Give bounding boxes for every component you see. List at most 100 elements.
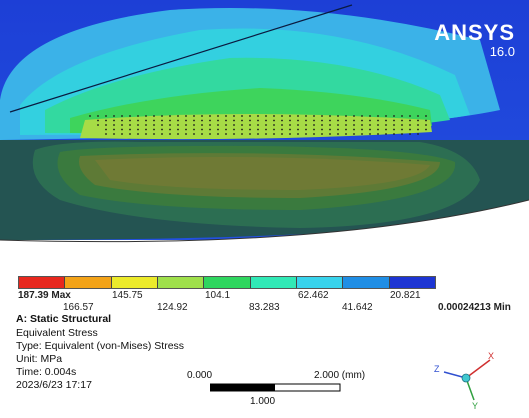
contact-dot bbox=[345, 119, 347, 122]
contact-dot bbox=[321, 119, 323, 122]
contact-dot bbox=[353, 115, 355, 117]
contact-dot bbox=[361, 115, 363, 117]
contact-dot bbox=[129, 119, 131, 122]
contact-dot bbox=[225, 115, 227, 117]
contact-dot bbox=[417, 119, 419, 122]
contact-dot bbox=[241, 115, 243, 117]
contact-dot bbox=[121, 128, 123, 131]
contact-dot bbox=[417, 124, 419, 126]
contact-dot bbox=[409, 133, 411, 135]
contact-dot bbox=[201, 119, 203, 122]
scale-mid-label: 1.000 bbox=[250, 396, 276, 407]
contact-dot bbox=[153, 128, 155, 131]
contact-dot bbox=[217, 133, 219, 135]
contact-dot bbox=[241, 124, 243, 126]
contact-dot bbox=[281, 115, 283, 117]
triad-y-label: Y bbox=[472, 401, 478, 410]
contact-dot bbox=[265, 133, 267, 135]
contact-dot bbox=[161, 115, 163, 117]
contact-dot bbox=[273, 133, 275, 135]
contact-dot bbox=[137, 119, 139, 122]
contact-dot bbox=[393, 133, 395, 135]
contact-dot bbox=[337, 119, 339, 122]
contact-dot bbox=[145, 128, 147, 131]
contact-dot bbox=[169, 115, 171, 117]
contact-dot bbox=[297, 115, 299, 117]
contact-dot bbox=[145, 133, 147, 135]
contact-dot bbox=[193, 128, 195, 131]
contact-dot bbox=[425, 128, 427, 131]
contact-dot bbox=[129, 115, 131, 117]
contact-dot bbox=[329, 133, 331, 135]
contact-dot bbox=[209, 133, 211, 135]
contact-dot bbox=[209, 128, 211, 131]
contact-dot bbox=[169, 119, 171, 122]
legend-lower-4: 41.642 bbox=[342, 302, 373, 313]
contact-dot bbox=[377, 124, 379, 126]
contact-dot bbox=[177, 119, 179, 122]
legend-upper-1: 145.75 bbox=[112, 290, 143, 301]
contact-dot bbox=[361, 119, 363, 122]
contact-dot bbox=[385, 133, 387, 135]
contact-dot bbox=[193, 119, 195, 122]
contact-dot bbox=[105, 115, 107, 117]
legend-upper-2: 104.1 bbox=[205, 290, 231, 301]
contact-dot bbox=[273, 115, 275, 117]
contact-dot bbox=[121, 133, 123, 135]
scale-left-label: 0.000 bbox=[187, 370, 213, 381]
legend-swatch-3 bbox=[111, 277, 158, 288]
contact-dot bbox=[209, 115, 211, 117]
contact-dot bbox=[369, 133, 371, 135]
contact-dot bbox=[305, 119, 307, 122]
contact-dot bbox=[337, 115, 339, 117]
contact-dot bbox=[153, 133, 155, 135]
scale-right-label: 2.000 (mm) bbox=[314, 370, 366, 381]
contact-dot bbox=[113, 124, 115, 126]
contact-dot bbox=[281, 124, 283, 126]
contact-dot bbox=[353, 119, 355, 122]
contact-dot bbox=[257, 115, 259, 117]
contact-dot bbox=[153, 124, 155, 126]
contact-dot bbox=[161, 128, 163, 131]
contact-dot bbox=[201, 124, 203, 126]
contact-dot bbox=[97, 119, 99, 122]
contact-dot bbox=[225, 128, 227, 131]
contact-dot bbox=[185, 128, 187, 131]
contact-dot bbox=[265, 115, 267, 117]
contact-dot bbox=[113, 119, 115, 122]
contact-dot bbox=[361, 133, 363, 135]
contact-dot bbox=[177, 128, 179, 131]
contact-dot bbox=[297, 133, 299, 135]
legend-color-bar bbox=[18, 276, 436, 289]
contact-dot bbox=[233, 133, 235, 135]
contact-dot bbox=[201, 115, 203, 117]
contact-dot bbox=[329, 128, 331, 131]
contact-dot bbox=[129, 128, 131, 131]
contact-dot bbox=[305, 128, 307, 131]
brand-name: ANSYS bbox=[434, 20, 515, 45]
contact-dot bbox=[377, 115, 379, 117]
contact-dot bbox=[105, 128, 107, 131]
contact-dot bbox=[353, 124, 355, 126]
contact-dot bbox=[417, 133, 419, 135]
contact-dot bbox=[97, 115, 99, 117]
contact-dot bbox=[273, 128, 275, 131]
contact-dot bbox=[105, 124, 107, 126]
contact-dot bbox=[385, 128, 387, 131]
contact-dot bbox=[137, 115, 139, 117]
contact-dot bbox=[217, 124, 219, 126]
contact-dot bbox=[185, 124, 187, 126]
contact-dot bbox=[121, 115, 123, 117]
contact-dot bbox=[385, 124, 387, 126]
axis-triad[interactable]: X Z Y bbox=[428, 348, 498, 410]
contact-dot bbox=[305, 133, 307, 135]
result-time: Time: 0.004s bbox=[16, 366, 77, 378]
contact-dot bbox=[177, 124, 179, 126]
contact-dot bbox=[185, 115, 187, 117]
contact-dots bbox=[89, 115, 427, 135]
contact-dot bbox=[121, 124, 123, 126]
contact-dot bbox=[289, 124, 291, 126]
contact-dot bbox=[257, 133, 259, 135]
contact-dot bbox=[233, 119, 235, 122]
